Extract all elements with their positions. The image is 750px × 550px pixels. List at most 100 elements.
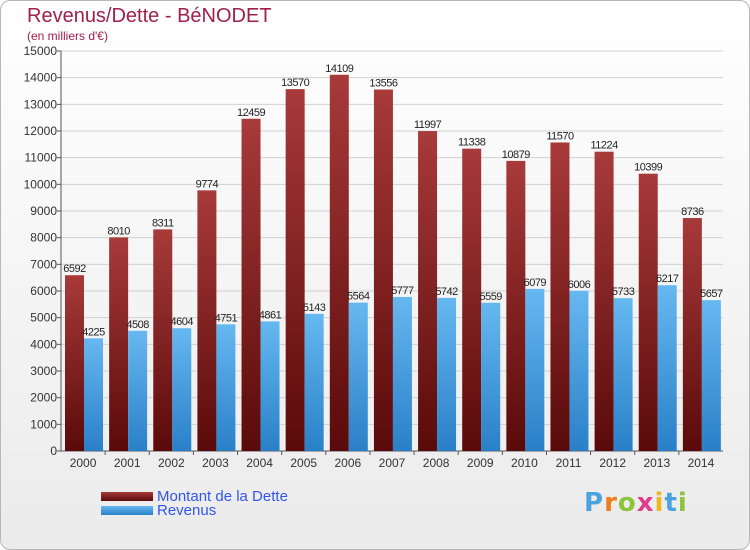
data-label: 5564 (347, 291, 370, 303)
revenus-bar (569, 290, 589, 451)
legend-swatch-debt (101, 491, 153, 501)
y-tick-label: 13000 (24, 97, 58, 111)
x-tick-label: 2004 (246, 456, 273, 470)
x-tick-label: 2003 (202, 456, 229, 470)
debt-bar (418, 131, 438, 451)
data-label: 14109 (325, 63, 353, 75)
data-label: 5559 (479, 291, 502, 303)
debt-bar (506, 160, 526, 452)
y-tick-label: 2000 (30, 391, 57, 405)
logo-letter: t (664, 488, 678, 518)
data-label: 8010 (107, 225, 130, 237)
data-label: 11570 (546, 130, 574, 142)
y-tick-label: 11000 (25, 151, 58, 165)
y-tick-label: 15000 (24, 44, 58, 58)
x-tick-label: 2014 (688, 456, 715, 470)
x-tick-label: 2002 (158, 456, 185, 470)
data-label: 8736 (681, 206, 704, 218)
data-label: 11224 (590, 140, 618, 152)
data-label: 13556 (369, 78, 397, 90)
debt-bar (594, 151, 614, 451)
data-label: 5777 (391, 285, 414, 297)
data-label: 6217 (656, 273, 679, 285)
debt-bar (109, 237, 129, 451)
x-tick-label: 2005 (290, 456, 317, 470)
data-label: 4604 (171, 316, 194, 328)
revenus-bar (304, 313, 324, 451)
proxiti-logo: Proxiti (584, 488, 688, 518)
revenus-bar (84, 338, 103, 451)
revenus-bar (260, 321, 280, 451)
y-tick-label: 5000 (30, 311, 57, 325)
data-label: 4751 (215, 312, 238, 324)
data-label: 6079 (524, 277, 547, 289)
y-tick-label: 4000 (30, 337, 57, 351)
data-labels: 6592 4225 8010 4508 8311 4604 9774 4751 12459 486… (63, 63, 723, 339)
x-tick-label: 2010 (511, 456, 538, 470)
chart-subtitle: (en milliers d'€) (27, 29, 108, 43)
revenus-bar (216, 324, 236, 451)
debt-bar (638, 173, 658, 451)
x-tick-label: 2008 (423, 456, 450, 470)
data-label: 5143 (303, 302, 326, 314)
y-tick-label: 12000 (24, 124, 58, 138)
data-label: 8311 (152, 217, 174, 229)
y-tick-label: 3000 (30, 364, 57, 378)
axes: 0 1000 2000 3000 4000 5000 6000 7000 8000 9000 100… (24, 44, 723, 470)
data-label: 5742 (435, 286, 458, 298)
data-label: 5733 (612, 286, 635, 298)
x-tick-label: 2000 (70, 456, 97, 470)
debt-bar (197, 190, 217, 452)
revenus-bar (657, 285, 677, 451)
debt-bar (153, 229, 173, 451)
x-tick-label: 2007 (379, 456, 406, 470)
debt-bar (550, 142, 570, 451)
bars (65, 74, 721, 452)
data-label: 6006 (568, 279, 591, 291)
data-label: 6592 (63, 263, 86, 275)
x-tick-label: 2012 (599, 456, 626, 470)
revenus-bar (701, 300, 721, 451)
debt-bar (682, 218, 702, 451)
x-tick-label: 2006 (335, 456, 362, 470)
y-tick-label: 7000 (30, 257, 57, 271)
y-tick-label: 10000 (24, 177, 58, 191)
x-tick-label: 2009 (467, 456, 494, 470)
revenus-bar (437, 297, 457, 451)
revenus-bar (348, 302, 368, 451)
debt-bar (285, 89, 305, 451)
legend-item-debt: Montant de la Dette (101, 488, 288, 505)
logo-letter: o (617, 488, 637, 518)
data-label: 9774 (196, 178, 219, 190)
debt-bar (241, 118, 261, 451)
logo-letter: i (654, 488, 665, 518)
legend-swatch-revenus (101, 505, 153, 515)
y-tick-label: 9000 (30, 204, 57, 218)
logo-letter: r (604, 488, 618, 518)
debt-bar (373, 89, 393, 452)
data-label: 5657 (700, 288, 723, 300)
legend-item-revenus: Revenus (101, 501, 217, 519)
debt-bar (65, 275, 84, 451)
y-tick-label: 1000 (30, 417, 57, 431)
legend-label-revenus: Revenus (157, 501, 217, 519)
revenus-bar (481, 302, 501, 451)
data-label: 12459 (237, 107, 265, 119)
data-label: 4861 (259, 309, 282, 321)
chart-title: Revenus/Dette - BéNODET (27, 5, 272, 27)
revenus-bar (525, 288, 545, 451)
debt-bar (462, 148, 482, 452)
debt-bar (329, 74, 349, 451)
data-label: 10399 (634, 162, 662, 174)
data-label: 11338 (458, 137, 486, 149)
data-label: 13570 (281, 77, 309, 89)
y-tick-label: 6000 (30, 284, 57, 298)
data-label: 4508 (126, 319, 149, 331)
revenus-bar (613, 298, 633, 451)
revenus-bar (172, 328, 192, 451)
logo-letter: i (677, 488, 688, 518)
data-label: 11997 (414, 119, 442, 131)
y-tick-label: 14000 (24, 71, 58, 85)
